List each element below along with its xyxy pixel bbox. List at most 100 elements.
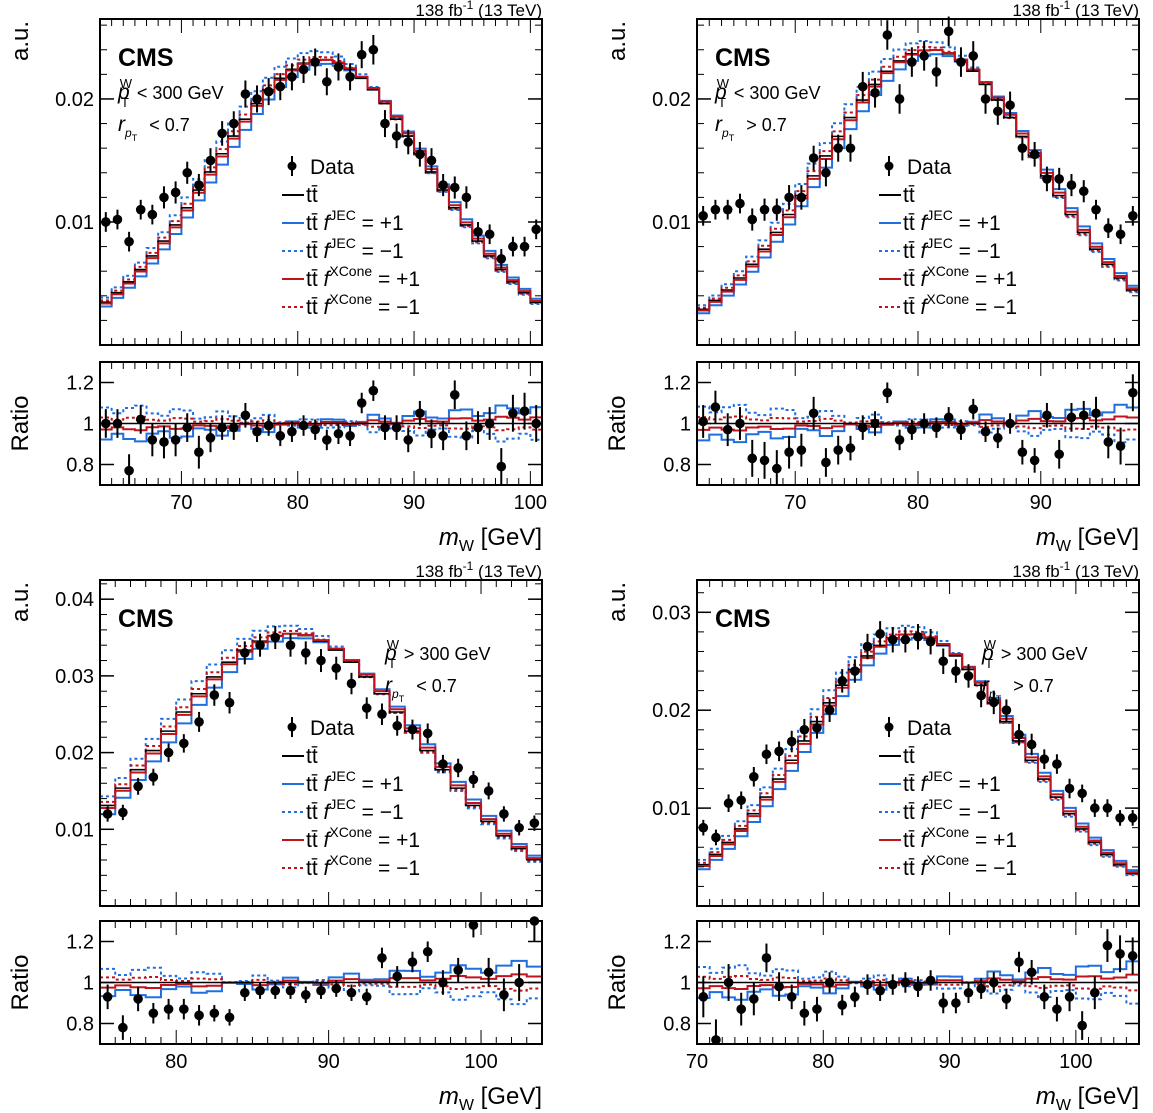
ratio-point xyxy=(170,435,181,445)
ratio-data-points xyxy=(698,929,1138,1045)
ratio-axis-title: Ratio xyxy=(7,954,34,1010)
data-point xyxy=(508,241,518,252)
ratio-point xyxy=(422,946,433,957)
ratio-point xyxy=(1115,949,1125,959)
ratio-point xyxy=(862,979,873,990)
x-tick-label: 70 xyxy=(784,492,806,514)
data-point xyxy=(919,51,929,61)
ratio-point xyxy=(786,992,797,1002)
data-point xyxy=(870,88,880,98)
ratio-point xyxy=(824,977,835,988)
legend-data-marker xyxy=(287,161,297,171)
cut-pt-label: pW T > 300 GeV xyxy=(384,637,491,671)
data-point xyxy=(438,180,448,190)
y-tick-label: 0.01 xyxy=(652,798,691,820)
ratio-point xyxy=(1078,410,1089,421)
data-point xyxy=(135,204,146,215)
ratio-point xyxy=(1005,418,1015,429)
data-point xyxy=(931,67,942,77)
ratio-point xyxy=(380,422,390,433)
data-point xyxy=(453,763,463,773)
ratio-point xyxy=(812,1004,822,1014)
ratio-axis-title: Ratio xyxy=(604,954,631,1010)
data-point xyxy=(988,697,999,708)
data-point xyxy=(403,137,414,147)
ratio-point xyxy=(931,422,942,433)
legend-data-label: Data xyxy=(907,156,952,179)
legend-jec-up-label: tt̄ fJEC = +1 xyxy=(306,768,404,796)
ratio-point xyxy=(285,985,296,996)
ratio-point xyxy=(747,453,758,464)
data-point xyxy=(228,118,239,129)
ratio-point xyxy=(102,992,113,1002)
ratio-point xyxy=(147,435,158,445)
ratio-y-tick-label: 0.8 xyxy=(663,455,691,477)
main-y-axis: 0.01 0.02 xyxy=(55,24,542,346)
ratio-point xyxy=(772,463,782,474)
data-point xyxy=(857,81,868,92)
ratio-point xyxy=(300,990,311,1000)
data-point xyxy=(761,749,772,760)
data-point xyxy=(345,72,355,82)
ratio-xcone-down xyxy=(697,415,1139,432)
legend-data-marker xyxy=(287,722,297,732)
ratio-point xyxy=(275,431,286,441)
data-point xyxy=(255,640,265,650)
data-point xyxy=(147,209,158,220)
data-point xyxy=(862,641,873,652)
data-point xyxy=(980,94,991,104)
data-point xyxy=(993,106,1003,117)
ratio-xcone-up xyxy=(697,415,1139,432)
cut-r-label: rpT< 0.7 xyxy=(118,113,190,143)
x-tick-label: 80 xyxy=(165,1051,187,1073)
cut-pt-label: pW T < 300 GeV xyxy=(117,76,224,110)
x-tick-label: 90 xyxy=(938,1051,960,1073)
data-point xyxy=(1115,813,1125,823)
ratio-point xyxy=(736,1004,746,1014)
data-point xyxy=(1001,705,1012,716)
ratio-point xyxy=(875,985,885,996)
main-data-points xyxy=(101,34,541,269)
data-point xyxy=(747,214,758,225)
x-tick-label: 70 xyxy=(686,1051,708,1073)
legend-data-marker xyxy=(884,722,894,732)
ratio-point xyxy=(499,990,509,1000)
ratio-point xyxy=(837,1000,848,1010)
ratio-point xyxy=(484,418,495,429)
ratio-point xyxy=(239,987,250,998)
x-axis: 70 80 90 100 xyxy=(686,921,1140,1073)
hist-jec-down xyxy=(100,50,542,305)
data-point xyxy=(300,648,311,658)
hist-xcone-up xyxy=(697,48,1139,312)
data-point xyxy=(159,192,169,203)
ratio-data-points xyxy=(102,916,540,1040)
ratio-y-tick-label: 1 xyxy=(83,973,94,995)
data-point xyxy=(356,49,367,60)
data-point xyxy=(759,204,770,215)
legend-xcone-up-label: tt̄ fXCone = +1 xyxy=(306,263,420,291)
hist-xcone-up xyxy=(100,58,542,305)
ratio-point xyxy=(182,422,193,433)
panel-top-right: 0.01 0.02 0.8 1 1.2 70 80 90 138 fb-1 (13 TeV) a.… xyxy=(604,0,1140,555)
data-point xyxy=(163,747,174,758)
legend-jec-down-label: tt̄ fJEC = −1 xyxy=(306,796,404,824)
data-point xyxy=(698,211,708,221)
ratio-data-points xyxy=(101,380,541,485)
ratio-point xyxy=(333,428,344,439)
data-point xyxy=(786,736,797,747)
legend-data-label: Data xyxy=(310,717,355,740)
y-tick-label: 0.01 xyxy=(55,819,94,841)
data-point xyxy=(1064,783,1075,794)
data-point xyxy=(1052,759,1062,769)
ratio-y-tick-label: 0.8 xyxy=(663,1014,691,1036)
data-point xyxy=(774,746,784,757)
ratio-point xyxy=(415,408,425,419)
data-point xyxy=(179,738,189,749)
data-point xyxy=(415,149,425,160)
legend-xcone-up-label: tt̄ fXCone = +1 xyxy=(306,824,420,852)
data-point xyxy=(263,86,274,97)
ratio-y-tick-label: 1 xyxy=(680,973,691,995)
data-point xyxy=(1066,180,1077,190)
